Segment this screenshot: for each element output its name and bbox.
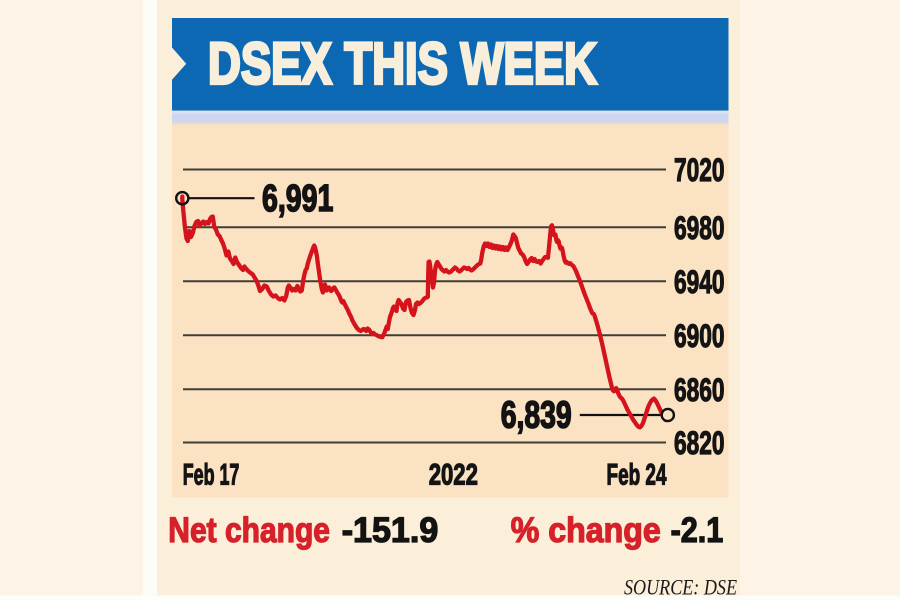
svg-text:-2.1: -2.1 (671, 511, 724, 550)
svg-text:6,991: 6,991 (262, 178, 333, 220)
svg-text:2022: 2022 (429, 459, 478, 492)
svg-text:6860: 6860 (674, 372, 725, 408)
svg-text:-151.9: -151.9 (342, 511, 439, 550)
svg-text:6900: 6900 (674, 318, 725, 354)
svg-text:Net change: Net change (168, 511, 330, 550)
svg-text:6820: 6820 (674, 425, 725, 461)
svg-text:% change: % change (511, 511, 661, 550)
svg-text:Feb 24: Feb 24 (607, 459, 667, 492)
svg-text:6980: 6980 (674, 210, 725, 246)
svg-text:Feb 17: Feb 17 (183, 459, 240, 492)
svg-text:SOURCE: DSE: SOURCE: DSE (624, 575, 737, 600)
svg-text:DSEX THIS WEEK: DSEX THIS WEEK (208, 31, 597, 96)
svg-text:6940: 6940 (674, 264, 725, 300)
svg-text:6,839: 6,839 (501, 395, 572, 437)
svg-text:7020: 7020 (674, 152, 725, 188)
